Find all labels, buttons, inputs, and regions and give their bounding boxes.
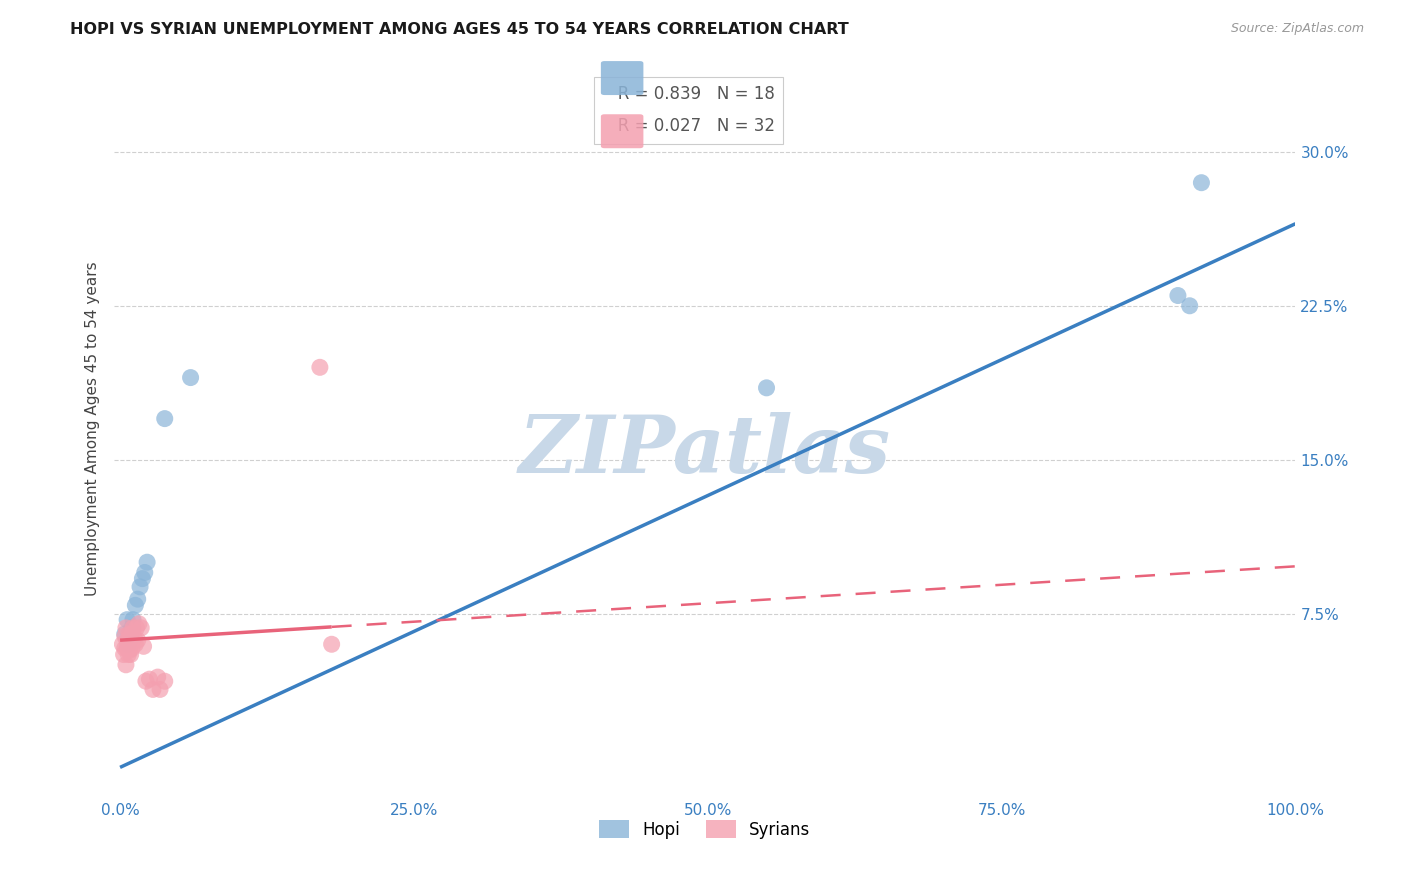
Point	[153, 674, 176, 689]
Point	[124, 599, 146, 613]
Point	[115, 621, 138, 635]
Point	[120, 631, 142, 645]
Point	[118, 643, 141, 657]
Point	[755, 381, 778, 395]
Point	[135, 674, 157, 689]
Point	[129, 621, 152, 635]
Point	[125, 621, 148, 635]
Y-axis label: Unemployment Among Ages 45 to 54 years: Unemployment Among Ages 45 to 54 years	[86, 261, 100, 596]
Point	[115, 641, 138, 656]
Point	[146, 670, 169, 684]
Point	[117, 637, 139, 651]
Point	[114, 629, 136, 643]
Point	[122, 613, 145, 627]
Point	[117, 648, 139, 662]
Point	[129, 580, 152, 594]
Point	[180, 370, 202, 384]
Text: Source: ZipAtlas.com: Source: ZipAtlas.com	[1230, 22, 1364, 36]
Point	[136, 555, 159, 569]
Text: HOPI VS SYRIAN UNEMPLOYMENT AMONG AGES 45 TO 54 YEARS CORRELATION CHART: HOPI VS SYRIAN UNEMPLOYMENT AMONG AGES 4…	[70, 22, 849, 37]
Point	[122, 631, 145, 645]
Point	[149, 682, 172, 697]
Text: R = 0.839   N = 18
   R = 0.027   N = 32: R = 0.839 N = 18 R = 0.027 N = 32	[602, 86, 775, 136]
Point	[131, 572, 153, 586]
Point	[117, 637, 139, 651]
Point	[132, 640, 155, 654]
Point	[114, 627, 136, 641]
Point	[127, 592, 149, 607]
Point	[1178, 299, 1201, 313]
Point	[111, 637, 134, 651]
Point	[121, 641, 143, 656]
Point	[142, 682, 165, 697]
Point	[321, 637, 343, 651]
Point	[1167, 288, 1189, 302]
Point	[118, 627, 141, 641]
Point	[112, 648, 135, 662]
Point	[134, 566, 156, 580]
Point	[115, 657, 138, 672]
Point	[115, 613, 138, 627]
Point	[122, 621, 145, 635]
Point	[124, 637, 146, 651]
Point	[115, 633, 138, 648]
Point	[120, 633, 142, 648]
Point	[120, 648, 142, 662]
Text: ZIPatlas: ZIPatlas	[519, 412, 891, 490]
Point	[128, 616, 150, 631]
Point	[114, 641, 136, 656]
Point	[153, 411, 176, 425]
Point	[121, 627, 143, 641]
Point	[127, 633, 149, 648]
FancyBboxPatch shape	[600, 114, 644, 148]
Legend: Hopi, Syrians: Hopi, Syrians	[593, 814, 817, 846]
FancyBboxPatch shape	[600, 61, 644, 95]
Point	[1191, 176, 1213, 190]
Point	[138, 672, 160, 686]
Point	[309, 360, 332, 375]
Point	[121, 621, 143, 635]
